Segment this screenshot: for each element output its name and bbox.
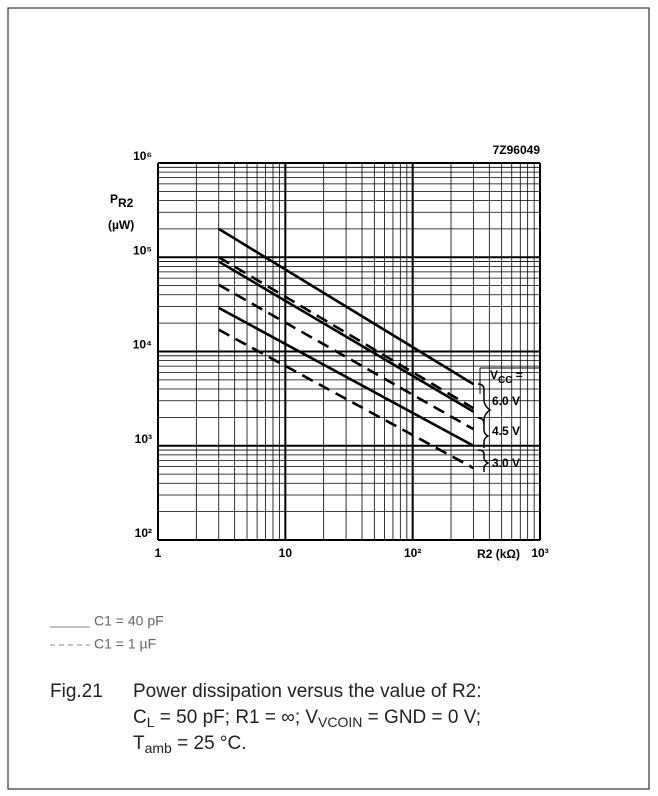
caption-fig: Fig.21 [50, 681, 103, 702]
series-line [218, 283, 475, 431]
series-line [218, 260, 475, 413]
x-tick-label: 10 [279, 546, 293, 560]
caption-sub: VCOIN [318, 714, 362, 730]
caption-line: Tamb = 25 °C. [133, 733, 247, 756]
y-tick-label: 10⁶ [133, 149, 152, 163]
x-tick-label: 10² [404, 546, 421, 560]
series-line [218, 256, 475, 410]
vcc-sub: CC [498, 375, 512, 386]
vcc-main: V [490, 368, 498, 382]
caption-text: C [133, 707, 147, 728]
y-axis-unit: (µW) [108, 218, 134, 232]
caption-line: CL = 50 pF; R1 = ∞; VVCOIN = GND = 0 V; [133, 707, 481, 730]
caption-text: = 25 °C. [172, 733, 247, 754]
caption-sub: amb [145, 740, 172, 756]
x-tick-label: 1 [155, 546, 162, 560]
y-label-main: P [110, 192, 118, 206]
y-axis-label: PR2 [110, 192, 134, 210]
series-line [218, 328, 475, 470]
y-tick-label: 10² [135, 526, 152, 540]
caption-sub: L [147, 714, 155, 730]
legend-label: C1 = 40 pF [94, 613, 164, 629]
chart-code: 7Z96049 [493, 143, 541, 157]
y-tick-label: 10⁴ [133, 338, 152, 352]
caption-text: T [133, 733, 145, 754]
caption-text: = 50 pF; R1 = ∞; V [155, 707, 319, 728]
y-label-sub: R2 [118, 196, 134, 210]
series-line [218, 306, 475, 447]
y-tick-label: 10³ [135, 432, 152, 446]
vcc-value: 4.5 V [492, 424, 520, 438]
vcc-brackets [477, 383, 492, 472]
frame [7, 7, 650, 790]
vcc-label: VCC = [490, 368, 523, 385]
vcc-value: 6.0 V [492, 394, 520, 408]
vcc-value: 3.0 V [492, 456, 520, 470]
legend-label: C1 = 1 µF [94, 636, 156, 652]
caption-line: Power dissipation versus the value of R2… [133, 681, 482, 702]
vcc-eq: = [512, 368, 522, 382]
series-line [218, 227, 475, 386]
x-axis-label: R2 (kΩ) [477, 547, 520, 561]
caption-text: Power dissipation versus the value of R2… [133, 681, 482, 702]
y-tick-label: 10⁵ [133, 243, 152, 257]
caption-text: = GND = 0 V; [362, 707, 481, 728]
x-tick-label: 10³ [531, 546, 548, 560]
